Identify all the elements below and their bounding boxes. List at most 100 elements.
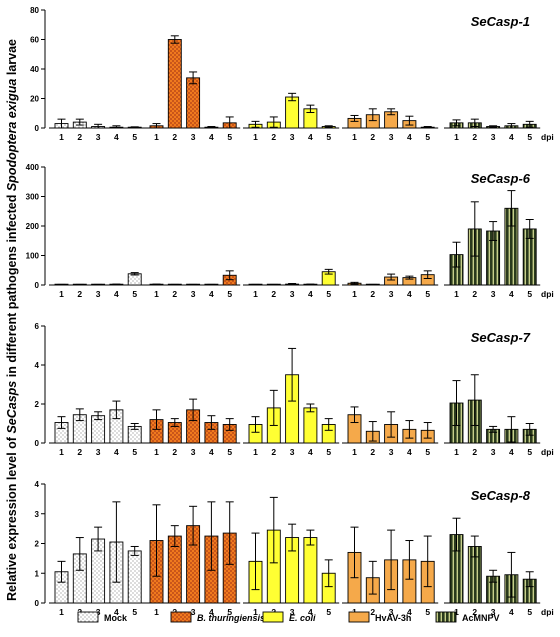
bar-e-coli-3 bbox=[285, 96, 300, 129]
legend-swatch bbox=[77, 611, 99, 623]
x-tick-label: 3 bbox=[491, 447, 496, 457]
x-tick-label: 3 bbox=[191, 132, 196, 142]
x-tick-label: 1 bbox=[253, 289, 258, 299]
bar-b-thuringiensis-3 bbox=[186, 77, 201, 129]
x-tick-label: 1 bbox=[352, 289, 357, 299]
x-tick-label: 4 bbox=[509, 607, 514, 617]
legend-item-hvav-3h: HvAV-3h bbox=[348, 611, 411, 623]
x-tick-label: 1 bbox=[454, 289, 459, 299]
series-acmnpv: 1 2 3 4 5 bbox=[449, 517, 537, 617]
legend-swatch bbox=[170, 611, 192, 623]
x-tick-label: 2 bbox=[370, 607, 375, 617]
x-tick-label: 4 bbox=[209, 607, 214, 617]
panel-title: SeCasp-7 bbox=[471, 330, 531, 345]
series-b-thuringiensis: 1 2 3 4 5 bbox=[149, 35, 237, 142]
x-tick-label: 5 bbox=[527, 289, 532, 299]
x-unit-label: dpi bbox=[541, 132, 554, 142]
y-tick-label: 40 bbox=[30, 65, 39, 74]
series-b-thuringiensis: 1 2 3 4 5 bbox=[149, 398, 237, 457]
x-tick-label: 2 bbox=[271, 289, 276, 299]
legend-swatch bbox=[262, 611, 284, 623]
legend-label: B. thuringiensis bbox=[197, 613, 265, 623]
x-tick-label: 3 bbox=[389, 447, 394, 457]
bar-mock-5 bbox=[127, 273, 142, 286]
x-tick-label: 1 bbox=[454, 607, 459, 617]
x-tick-label: 2 bbox=[172, 289, 177, 299]
x-tick-label: 5 bbox=[132, 447, 137, 457]
series-e-coli: 1 2 3 4 5 bbox=[248, 347, 336, 457]
x-tick-label: 4 bbox=[114, 132, 119, 142]
x-tick-label: 5 bbox=[425, 132, 430, 142]
x-tick-label: 3 bbox=[491, 132, 496, 142]
x-tick-label: 3 bbox=[96, 447, 101, 457]
x-tick-label: 2 bbox=[77, 289, 82, 299]
x-tick-label: 4 bbox=[308, 447, 313, 457]
panel-title: SeCasp-1 bbox=[471, 14, 530, 29]
legend-item-b-thuringiensis: B. thuringiensis bbox=[170, 611, 265, 623]
bar-mock-5 bbox=[127, 550, 142, 604]
series-e-coli: 1 2 3 4 5 bbox=[248, 92, 336, 142]
y-tick-label: 4 bbox=[35, 361, 40, 370]
x-tick-label: 3 bbox=[96, 132, 101, 142]
x-tick-label: 1 bbox=[253, 607, 258, 617]
x-tick-label: 2 bbox=[271, 447, 276, 457]
x-tick-label: 5 bbox=[326, 607, 331, 617]
x-tick-label: 1 bbox=[454, 447, 459, 457]
x-tick-label: 4 bbox=[209, 289, 214, 299]
y-tick-label: 400 bbox=[26, 163, 40, 172]
panel-secasp-1: 0 20 40 60 80 SeCasp-1 1 2 3 4 5 1 2 3 4 5 1 2 3 4 5 1 2 3 4 5 1 2 3… bbox=[30, 6, 554, 142]
series-mock: 1 2 3 4 5 bbox=[54, 400, 142, 457]
x-tick-label: 1 bbox=[59, 447, 64, 457]
x-tick-label: 3 bbox=[389, 132, 394, 142]
x-tick-label: 4 bbox=[407, 132, 412, 142]
x-tick-label: 5 bbox=[326, 132, 331, 142]
x-tick-label: 5 bbox=[326, 289, 331, 299]
x-tick-label: 3 bbox=[96, 289, 101, 299]
x-tick-label: 4 bbox=[407, 607, 412, 617]
y-axis-title: Relative expression level of SeCasps in … bbox=[5, 39, 19, 601]
y-tick-label: 80 bbox=[30, 6, 39, 15]
x-tick-label: 5 bbox=[425, 447, 430, 457]
y-tick-label: 60 bbox=[30, 36, 39, 45]
legend-swatch bbox=[435, 611, 457, 623]
x-tick-label: 5 bbox=[227, 132, 232, 142]
legend-label: HvAV-3h bbox=[375, 613, 411, 623]
x-tick-label: 3 bbox=[191, 607, 196, 617]
x-unit-label: dpi bbox=[541, 607, 554, 617]
x-tick-label: 1 bbox=[154, 132, 159, 142]
x-tick-label: 1 bbox=[59, 289, 64, 299]
bar-b-thuringiensis-2 bbox=[167, 39, 182, 129]
y-tick-label: 100 bbox=[26, 252, 40, 261]
x-tick-label: 2 bbox=[370, 447, 375, 457]
legend-label: AcMNPV bbox=[462, 613, 500, 623]
bar-e-coli-4 bbox=[303, 537, 318, 604]
panel-title: SeCasp-8 bbox=[471, 488, 531, 503]
y-tick-label: 3 bbox=[35, 510, 40, 519]
y-tick-label: 4 bbox=[35, 480, 40, 489]
x-tick-label: 2 bbox=[370, 289, 375, 299]
x-tick-label: 5 bbox=[132, 607, 137, 617]
x-tick-label: 3 bbox=[191, 447, 196, 457]
x-tick-label: 4 bbox=[407, 447, 412, 457]
x-tick-label: 5 bbox=[326, 447, 331, 457]
legend-item-e-coli: E. coli bbox=[262, 611, 316, 623]
x-tick-label: 2 bbox=[271, 132, 276, 142]
x-tick-label: 4 bbox=[114, 447, 119, 457]
x-tick-label: 4 bbox=[308, 607, 313, 617]
y-tick-label: 0 bbox=[35, 439, 40, 448]
x-tick-label: 2 bbox=[472, 289, 477, 299]
x-tick-label: 4 bbox=[509, 289, 514, 299]
x-tick-label: 2 bbox=[472, 607, 477, 617]
legend-item-acmnpv: AcMNPV bbox=[435, 611, 500, 623]
x-tick-label: 3 bbox=[290, 607, 295, 617]
x-tick-label: 5 bbox=[227, 289, 232, 299]
series-b-thuringiensis: 1 2 3 4 5 bbox=[149, 270, 237, 299]
legend-label: E. coli bbox=[289, 613, 316, 623]
x-tick-label: 1 bbox=[154, 447, 159, 457]
x-tick-label: 4 bbox=[209, 447, 214, 457]
